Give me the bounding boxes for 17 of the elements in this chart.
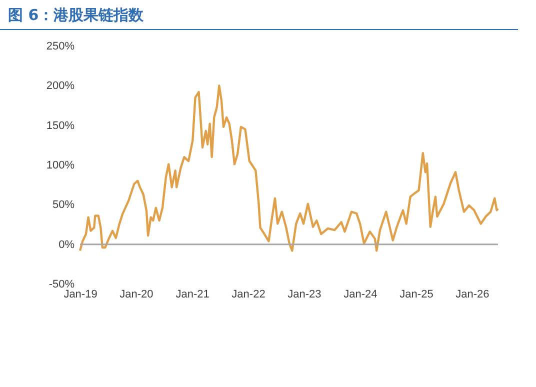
chart-title: 图 6：港股果链指数 bbox=[0, 0, 518, 30]
y-tick-label: 50% bbox=[52, 199, 75, 212]
x-tick-label: Jan-20 bbox=[120, 288, 154, 300]
y-tick-label: 200% bbox=[46, 80, 75, 92]
y-tick-label: 0% bbox=[58, 238, 75, 251]
x-tick-label: Jan-24 bbox=[344, 288, 378, 300]
x-tick-label: Jan-22 bbox=[232, 288, 266, 300]
y-tick-label: 250% bbox=[46, 40, 75, 52]
y-tick-label: -50% bbox=[48, 278, 75, 290]
line-series bbox=[78, 84, 500, 252]
x-tick-label: Jan-23 bbox=[288, 288, 322, 300]
y-tick-label: 100% bbox=[46, 160, 75, 172]
x-tick-label: Jan-26 bbox=[456, 288, 490, 300]
x-tick-label: Jan-21 bbox=[176, 288, 210, 300]
x-tick-label: Jan-25 bbox=[400, 288, 434, 300]
y-tick-label: 150% bbox=[46, 120, 75, 132]
x-tick-label: Jan-19 bbox=[64, 288, 98, 300]
